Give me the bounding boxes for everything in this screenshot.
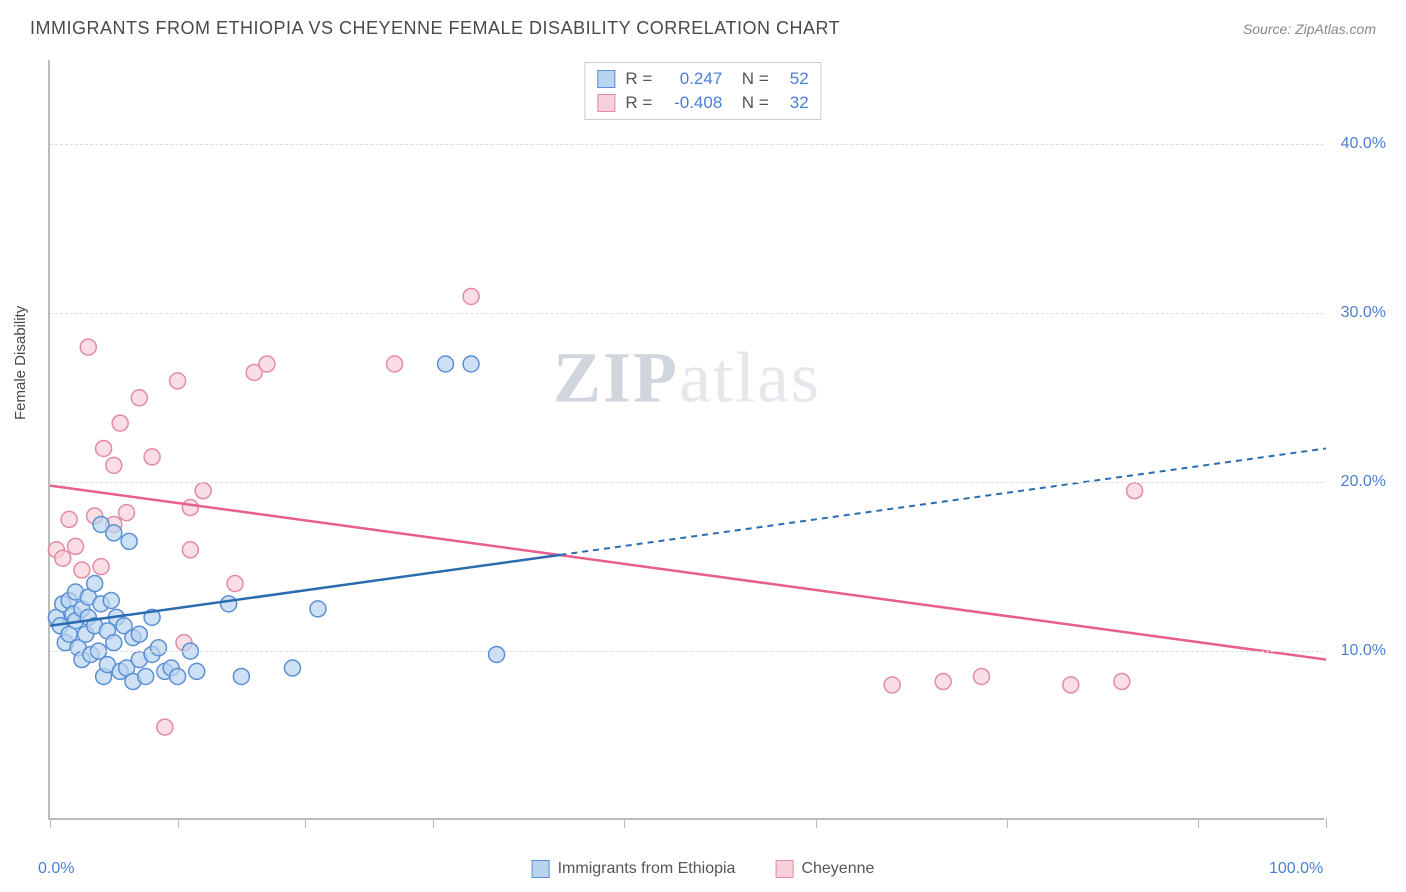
legend-item: Cheyenne bbox=[775, 860, 874, 878]
data-point bbox=[463, 356, 479, 372]
data-point bbox=[119, 505, 135, 521]
data-point bbox=[489, 646, 505, 662]
data-point bbox=[1114, 674, 1130, 690]
y-axis-label: Female Disability bbox=[12, 306, 29, 420]
data-point bbox=[1127, 483, 1143, 499]
trend-line bbox=[50, 555, 560, 626]
data-point bbox=[189, 663, 205, 679]
x-tick bbox=[1198, 818, 1199, 828]
x-tick bbox=[433, 818, 434, 828]
legend-swatch bbox=[597, 94, 615, 112]
r-label: R = bbox=[625, 93, 652, 113]
y-tick-label: 10.0% bbox=[1341, 642, 1386, 660]
data-point bbox=[221, 596, 237, 612]
data-point bbox=[96, 440, 112, 456]
r-value: 0.247 bbox=[662, 69, 722, 89]
data-point bbox=[80, 339, 96, 355]
y-tick-label: 40.0% bbox=[1341, 135, 1386, 153]
r-label: R = bbox=[625, 69, 652, 89]
legend-swatch bbox=[597, 70, 615, 88]
stats-row: R = 0.247 N = 52 bbox=[597, 67, 808, 91]
x-tick bbox=[50, 818, 51, 828]
data-point bbox=[170, 668, 186, 684]
legend-item: Immigrants from Ethiopia bbox=[532, 860, 736, 878]
data-point bbox=[55, 550, 71, 566]
data-point bbox=[884, 677, 900, 693]
x-tick bbox=[1326, 818, 1327, 828]
legend-swatch bbox=[532, 860, 550, 878]
data-point bbox=[112, 415, 128, 431]
stats-legend: R = 0.247 N = 52 R = -0.408 N = 32 bbox=[584, 62, 821, 120]
x-tick-label: 100.0% bbox=[1269, 860, 1323, 878]
x-tick-label: 0.0% bbox=[38, 860, 74, 878]
data-point bbox=[195, 483, 211, 499]
gridline bbox=[50, 651, 1324, 652]
x-tick bbox=[305, 818, 306, 828]
data-point bbox=[310, 601, 326, 617]
trend-line bbox=[50, 486, 1326, 660]
data-point bbox=[170, 373, 186, 389]
data-point bbox=[106, 457, 122, 473]
x-tick bbox=[1007, 818, 1008, 828]
data-point bbox=[438, 356, 454, 372]
data-point bbox=[233, 668, 249, 684]
data-point bbox=[387, 356, 403, 372]
data-point bbox=[182, 542, 198, 558]
data-point bbox=[93, 559, 109, 575]
data-point bbox=[121, 533, 137, 549]
data-point bbox=[87, 576, 103, 592]
trend-line-dashed bbox=[560, 448, 1326, 554]
chart-svg bbox=[50, 60, 1324, 818]
y-tick-label: 30.0% bbox=[1341, 304, 1386, 322]
data-point bbox=[106, 525, 122, 541]
data-point bbox=[182, 500, 198, 516]
gridline bbox=[50, 313, 1324, 314]
stats-row: R = -0.408 N = 32 bbox=[597, 91, 808, 115]
data-point bbox=[106, 635, 122, 651]
series-legend: Immigrants from Ethiopia Cheyenne bbox=[532, 860, 875, 878]
data-point bbox=[131, 626, 147, 642]
data-point bbox=[973, 668, 989, 684]
data-point bbox=[463, 288, 479, 304]
n-value: 52 bbox=[779, 69, 809, 89]
gridline bbox=[50, 144, 1324, 145]
data-point bbox=[144, 449, 160, 465]
x-tick bbox=[178, 818, 179, 828]
data-point bbox=[1063, 677, 1079, 693]
data-point bbox=[131, 390, 147, 406]
data-point bbox=[150, 640, 166, 656]
chart-plot-area: ZIPatlas bbox=[48, 60, 1324, 820]
x-tick bbox=[624, 818, 625, 828]
data-point bbox=[138, 668, 154, 684]
y-tick-label: 20.0% bbox=[1341, 473, 1386, 491]
data-point bbox=[68, 538, 84, 554]
data-point bbox=[74, 562, 90, 578]
source-label: Source: ZipAtlas.com bbox=[1243, 21, 1376, 37]
data-point bbox=[935, 674, 951, 690]
data-point bbox=[61, 511, 77, 527]
n-label: N = bbox=[732, 69, 768, 89]
n-label: N = bbox=[732, 93, 768, 113]
r-value: -0.408 bbox=[662, 93, 722, 113]
legend-label: Immigrants from Ethiopia bbox=[558, 860, 736, 878]
data-point bbox=[157, 719, 173, 735]
data-point bbox=[284, 660, 300, 676]
data-point bbox=[103, 592, 119, 608]
x-tick bbox=[816, 818, 817, 828]
legend-label: Cheyenne bbox=[801, 860, 874, 878]
chart-title: IMMIGRANTS FROM ETHIOPIA VS CHEYENNE FEM… bbox=[30, 18, 840, 39]
gridline bbox=[50, 482, 1324, 483]
legend-swatch bbox=[775, 860, 793, 878]
n-value: 32 bbox=[779, 93, 809, 113]
data-point bbox=[259, 356, 275, 372]
data-point bbox=[227, 576, 243, 592]
